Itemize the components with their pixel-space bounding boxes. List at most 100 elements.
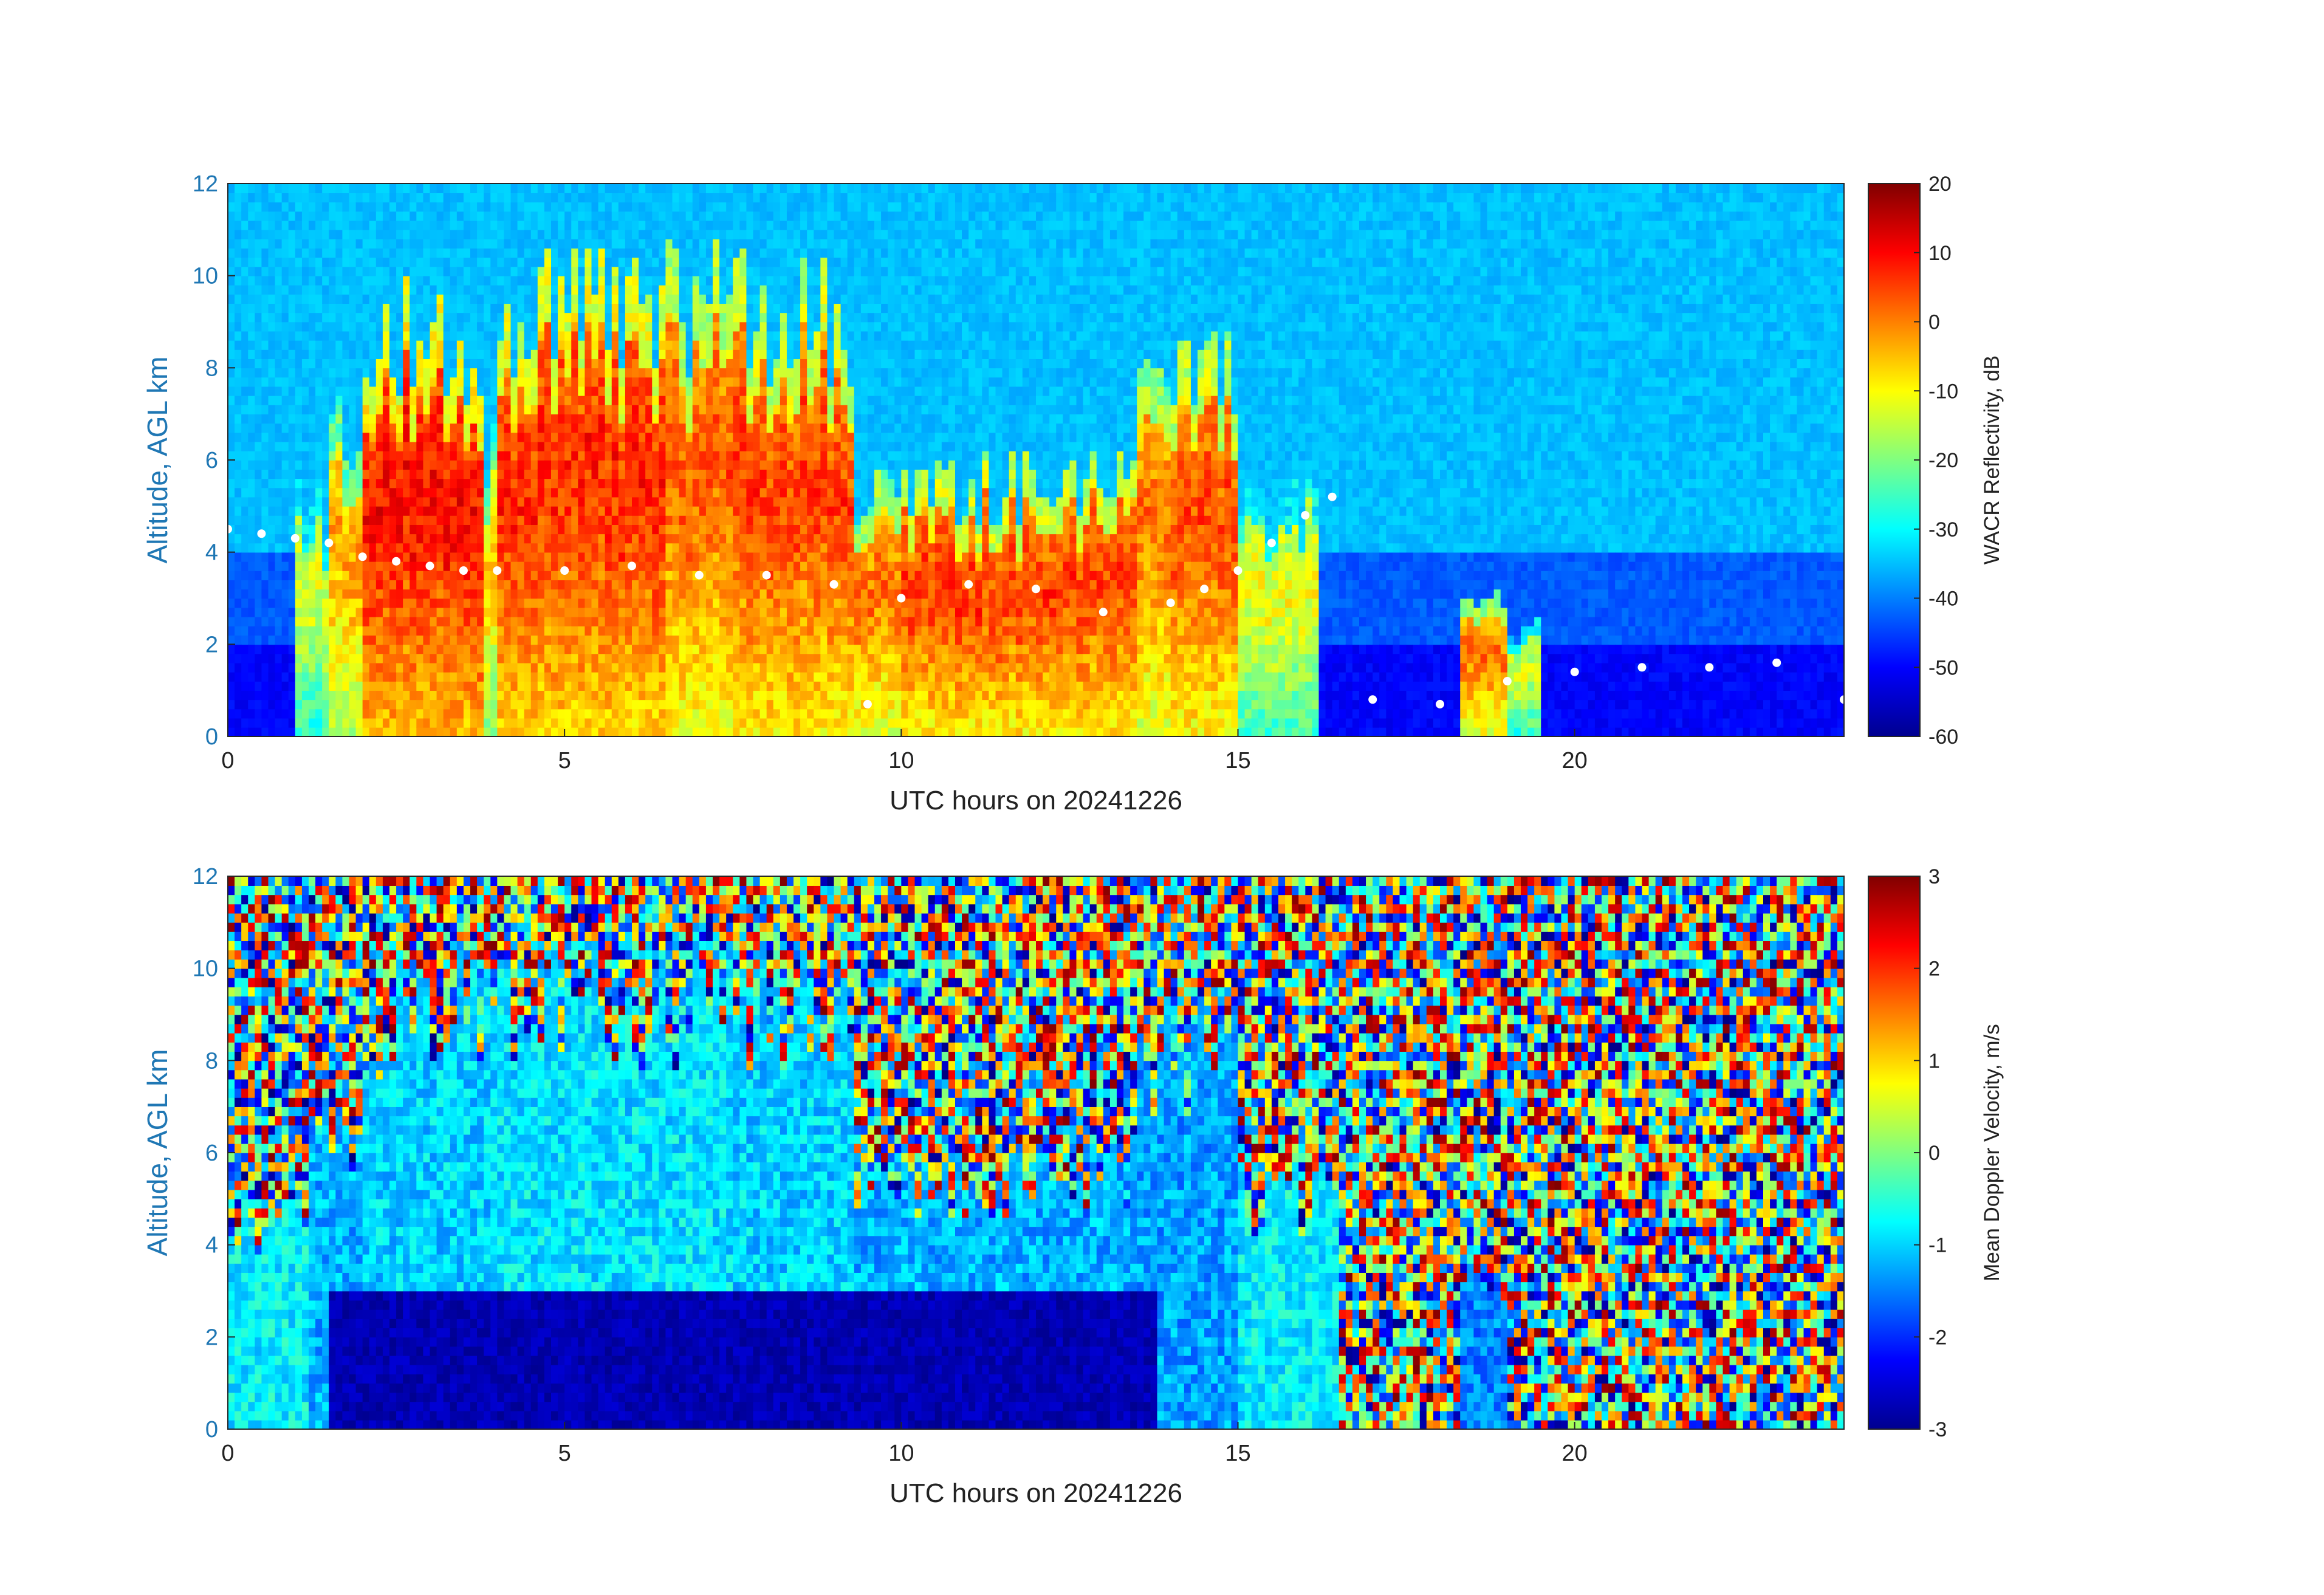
- heatmap-cell: [746, 441, 754, 451]
- heatmap-cell: [786, 616, 794, 626]
- heatmap-cell: [235, 589, 242, 599]
- heatmap-cell: [504, 671, 512, 682]
- heatmap-cell: [436, 589, 444, 599]
- heatmap-cell: [746, 331, 754, 341]
- heatmap-cell: [504, 524, 512, 535]
- heatmap-cell: [497, 506, 505, 516]
- heatmap-cell: [241, 349, 249, 359]
- heatmap-cell: [713, 571, 720, 580]
- heatmap-cell: [692, 607, 700, 617]
- heatmap-cell: [753, 303, 761, 314]
- heatmap-cell: [228, 303, 235, 314]
- heatmap-cell: [659, 211, 667, 221]
- heatmap-cell: [551, 580, 558, 590]
- heatmap-cell: [463, 626, 471, 636]
- heatmap-cell: [659, 561, 667, 571]
- heatmap-cell: [430, 690, 437, 701]
- heatmap-cell: [672, 561, 680, 571]
- heatmap-cell: [699, 331, 707, 341]
- heatmap-cell: [780, 543, 787, 553]
- heatmap-cell: [228, 598, 235, 608]
- heatmap-cell: [248, 552, 256, 562]
- heatmap-cell: [591, 469, 599, 479]
- heatmap-cell: [403, 266, 411, 276]
- heatmap-cell: [430, 727, 437, 737]
- heatmap-cell: [228, 423, 235, 433]
- heatmap-cell: [369, 524, 377, 535]
- heatmap-cell: [309, 552, 316, 562]
- heatmap-cell: [558, 229, 565, 239]
- heatmap-cell: [564, 377, 572, 387]
- heatmap-cell: [571, 552, 579, 562]
- heatmap-cell: [584, 533, 592, 544]
- heatmap-cell: [463, 718, 471, 728]
- heatmap-cell: [362, 524, 370, 535]
- heatmap-cell: [611, 321, 619, 332]
- heatmap-cell: [410, 368, 417, 378]
- heatmap-cell: [611, 515, 619, 525]
- heatmap-cell: [228, 589, 235, 599]
- heatmap-cell: [382, 727, 390, 737]
- heatmap-cell: [301, 460, 309, 470]
- heatmap-cell: [746, 229, 754, 239]
- heatmap-cell: [281, 524, 289, 535]
- heatmap-cell: [578, 552, 586, 562]
- heatmap-cell: [255, 239, 262, 249]
- heatmap-cell: [309, 312, 316, 323]
- heatmap-cell: [591, 202, 599, 212]
- heatmap-cell: [685, 626, 693, 636]
- heatmap-cell: [719, 321, 727, 332]
- heatmap-cell: [335, 340, 343, 350]
- heatmap-cell: [759, 266, 767, 276]
- heatmap-cell: [335, 524, 343, 535]
- heatmap-cell: [288, 331, 296, 341]
- heatmap-cell: [551, 690, 558, 701]
- heatmap-cell: [255, 257, 262, 267]
- heatmap-cell: [362, 690, 370, 701]
- heatmap-cell: [362, 405, 370, 414]
- heatmap-cell: [551, 589, 558, 599]
- heatmap-cell: [416, 607, 424, 617]
- heatmap-cell: [261, 671, 269, 682]
- heatmap-cell: [228, 478, 235, 489]
- heatmap-cell: [605, 571, 612, 580]
- heatmap-cell: [504, 690, 512, 701]
- heatmap-cell: [571, 607, 579, 617]
- heatmap-cell: [248, 589, 256, 599]
- heatmap-cell: [618, 561, 626, 571]
- heatmap-cell: [349, 284, 357, 295]
- heatmap-cell: [639, 441, 646, 451]
- heatmap-cell: [423, 239, 431, 249]
- heatmap-cell: [228, 358, 235, 369]
- heatmap-cell: [733, 414, 741, 424]
- heatmap-cell: [524, 432, 532, 442]
- heatmap-cell: [248, 690, 256, 701]
- heatmap-cell: [443, 331, 451, 341]
- heatmap-cell: [456, 690, 464, 701]
- heatmap-cell: [315, 368, 323, 378]
- heatmap-cell: [652, 653, 660, 664]
- heatmap-cell: [665, 580, 673, 590]
- heatmap-cell: [551, 441, 558, 451]
- heatmap-cell: [524, 257, 532, 267]
- heatmap-cell: [645, 275, 653, 286]
- heatmap-cell: [396, 229, 403, 239]
- heatmap-cell: [713, 266, 720, 276]
- heatmap-cell: [369, 349, 377, 359]
- heatmap-cell: [301, 340, 309, 350]
- heatmap-cell: [288, 690, 296, 701]
- heatmap-cell: [396, 487, 403, 498]
- heatmap-cell: [504, 478, 512, 489]
- heatmap-cell: [369, 543, 377, 553]
- heatmap-cell: [430, 321, 437, 332]
- heatmap-cell: [739, 533, 747, 544]
- heatmap-cell: [544, 303, 552, 314]
- heatmap-cell: [530, 220, 538, 230]
- heatmap-cell: [295, 543, 303, 553]
- heatmap-cell: [355, 312, 363, 323]
- heatmap-cell: [672, 284, 680, 295]
- heatmap-cell: [389, 626, 397, 636]
- heatmap-cell: [301, 681, 309, 691]
- heatmap-cell: [517, 303, 525, 314]
- heatmap-cell: [598, 708, 606, 719]
